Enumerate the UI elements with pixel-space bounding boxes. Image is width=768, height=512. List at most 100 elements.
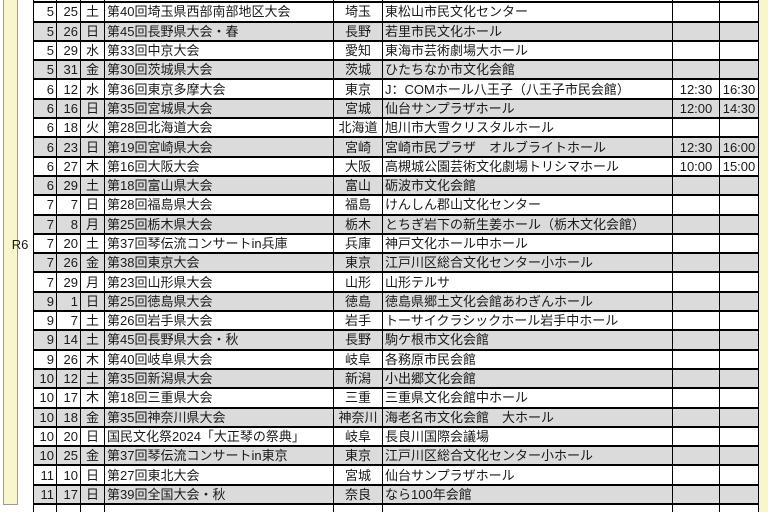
cell-event-title: 第28回福島県大会 [104, 194, 334, 216]
clipped-cell [333, 503, 383, 512]
cell-open-time [672, 349, 720, 370]
table-row: 6 27 木第16回大阪大会 大阪 高槻城公園芸術文化劇場トリシマホール 10:00 15:… [33, 156, 759, 177]
table-row: 7 29 月第23回山形県大会 山形 山形テルサ [33, 271, 759, 293]
cell-venue: 神戸文化ホール中ホール [382, 233, 673, 255]
cell-prefecture: 東京 [333, 445, 383, 467]
cell-weekday: 日 [80, 21, 105, 42]
clipped-edge-row [33, 503, 759, 512]
cell-day: 27 [56, 156, 81, 177]
cell-open-time [672, 40, 720, 62]
cell-month: 5 [33, 21, 57, 42]
cell-month: 7 [33, 252, 57, 274]
cell-weekday: 土 [80, 1, 105, 23]
cell-weekday: 土 [80, 233, 105, 255]
cell-start-time [719, 349, 759, 370]
cell-open-time [672, 21, 720, 42]
cell-weekday: 木 [80, 387, 105, 409]
cell-prefecture: 三重 [333, 387, 383, 409]
cell-open-time [672, 59, 720, 81]
cell-month: 5 [33, 40, 57, 62]
cell-venue: 東松山市民文化センター [382, 1, 673, 23]
table-row: 6 12 水第36回東京多摩大会 東京 J：COMホール八王子（八王子市民会館） 12:3… [33, 78, 759, 100]
cell-start-time [719, 117, 759, 139]
cell-prefecture: 岐阜 [333, 349, 383, 370]
cell-start-time [719, 59, 759, 81]
clipped-cell [56, 503, 81, 512]
cell-month: 9 [33, 291, 57, 313]
cell-day: 20 [56, 426, 81, 448]
cell-open-time [672, 310, 720, 332]
cell-day: 7 [56, 194, 81, 216]
cell-venue: 若里市民文化ホール [382, 21, 673, 42]
cell-venue: 高槻城公園芸術文化劇場トリシマホール [382, 156, 673, 177]
cell-day: 25 [56, 445, 81, 467]
left-margin-stripe [3, 0, 18, 505]
cell-start-time [719, 233, 759, 255]
cell-prefecture: 長野 [333, 21, 383, 42]
cell-weekday: 土 [80, 310, 105, 332]
right-margin-stripe [758, 0, 768, 512]
cell-open-time [672, 214, 720, 235]
cell-weekday: 木 [80, 156, 105, 177]
clipped-cell [672, 503, 720, 512]
table-row: 10 12 土第35回新潟県大会 新潟 小出郷文化会館 [33, 368, 759, 390]
cell-prefecture: 埼玉 [333, 1, 383, 23]
cell-day: 29 [56, 175, 81, 197]
cell-weekday: 月 [80, 214, 105, 235]
cell-day: 12 [56, 78, 81, 100]
cell-start-time [719, 407, 759, 428]
cell-start-time [719, 40, 759, 62]
cell-prefecture: 愛知 [333, 40, 383, 62]
cell-venue: 旭川市大雪クリスタルホール [382, 117, 673, 139]
table-row: 5 29 水第33回中京大会 愛知 東海市芸術劇場大ホール [33, 40, 759, 62]
cell-event-title: 第25回栃木県大会 [104, 214, 334, 235]
clipped-cell [719, 0, 759, 4]
table-row: 9 7 土第26回岩手県大会 岩手 トーサイクラシックホール岩手中ホール [33, 310, 759, 332]
cell-day: 14 [56, 329, 81, 351]
cell-event-title: 第19回宮崎県大会 [104, 136, 334, 158]
clipped-cell [80, 503, 105, 512]
cell-day: 17 [56, 484, 81, 506]
cell-day: 1 [56, 291, 81, 313]
cell-event-title: 第33回中京大会 [104, 40, 334, 62]
cell-month: 11 [33, 484, 57, 506]
clipped-cell [104, 503, 334, 512]
cell-day: 17 [56, 387, 81, 409]
cell-weekday: 日 [80, 484, 105, 506]
cell-venue: J：COMホール八王子（八王子市民会館） [382, 78, 673, 100]
cell-prefecture: 東京 [333, 78, 383, 100]
cell-weekday: 日 [80, 194, 105, 216]
cell-day: 20 [56, 233, 81, 255]
cell-prefecture: 東京 [333, 252, 383, 274]
cell-weekday: 金 [80, 59, 105, 81]
cell-venue: トーサイクラシックホール岩手中ホール [382, 310, 673, 332]
cell-day: 23 [56, 136, 81, 158]
table-row: 10 25 金第37回琴伝流コンサートin東京 東京 江戸川区総合文化センター小ホール [33, 445, 759, 467]
cell-open-time [672, 407, 720, 428]
clipped-cell [382, 503, 673, 512]
cell-venue: 駒ケ根市文化会館 [382, 329, 673, 351]
cell-month: 7 [33, 271, 57, 293]
table-row: 9 14 土第45回長野県大会・秋 長野 駒ケ根市文化会館 [33, 329, 759, 351]
cell-month: 5 [33, 59, 57, 81]
cell-start-time [719, 252, 759, 274]
cell-open-time [672, 426, 720, 448]
table-row: 6 16 日第35回宮城県大会 宮城 仙台サンプラザホール 12:00 14:30 [33, 98, 759, 120]
cell-venue: けんしん郡山文化センター [382, 194, 673, 216]
table-row: 6 29 土第18回富山県大会 富山 砺波市文化会館 [33, 175, 759, 197]
cell-start-time: 15:00 [719, 156, 759, 177]
cell-event-title: 第18回富山県大会 [104, 175, 334, 197]
cell-weekday: 金 [80, 445, 105, 467]
cell-event-title: 第26回岩手県大会 [104, 310, 334, 332]
cell-start-time [719, 194, 759, 216]
cell-event-title: 第37回琴伝流コンサートin東京 [104, 445, 334, 467]
cell-month: 10 [33, 387, 57, 409]
table-row: 5 25 土第40回埼玉県西部南部地区大会 埼玉 東松山市民文化センター [33, 1, 759, 23]
table-row: 9 1 日第25回徳島県大会 徳島 徳島県郷土文化会館あわぎんホール [33, 291, 759, 313]
cell-event-title: 第38回東京大会 [104, 252, 334, 274]
cell-prefecture: 徳島 [333, 291, 383, 313]
cell-event-title: 第37回琴伝流コンサートin兵庫 [104, 233, 334, 255]
cell-open-time [672, 252, 720, 274]
cell-event-title: 第16回大阪大会 [104, 156, 334, 177]
cell-start-time [719, 387, 759, 409]
